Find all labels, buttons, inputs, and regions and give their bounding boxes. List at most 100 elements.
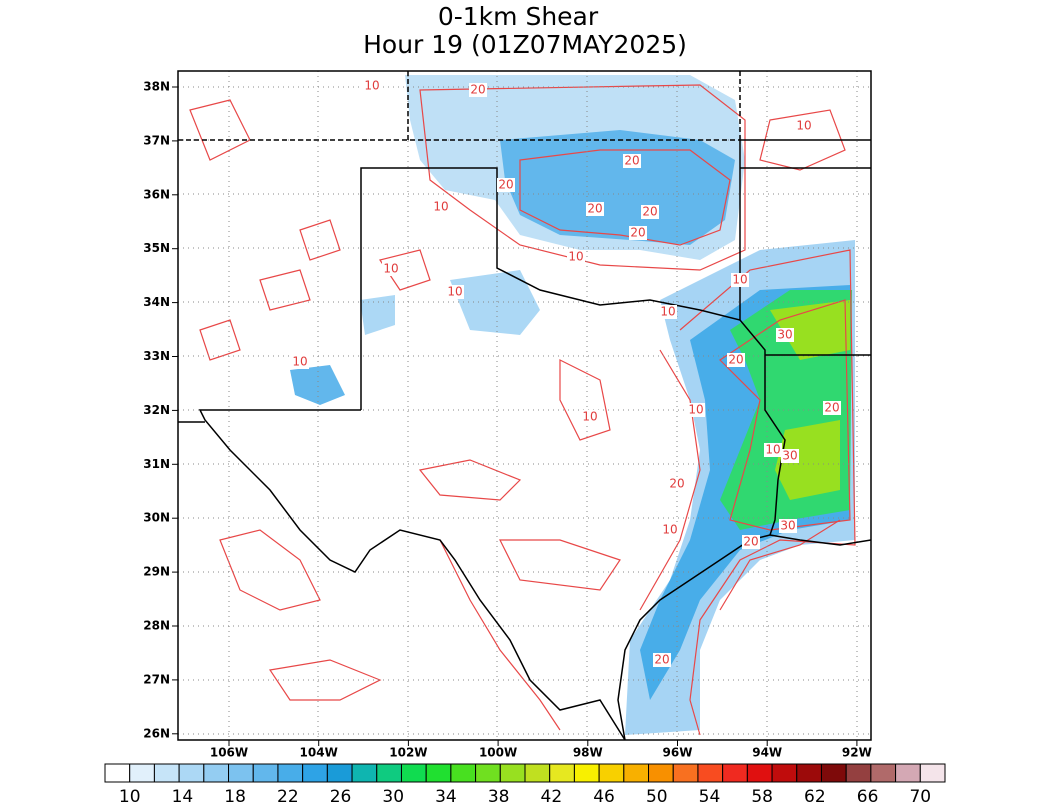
lat-label: 34N [143,295,170,309]
contour-label: 20 [587,202,602,216]
shear-shade [360,270,540,335]
contour-label-bg [641,205,659,219]
contour-label: 10 [688,403,703,417]
colorbar-swatch [895,763,921,783]
colorbar-swatch [203,763,230,783]
contour-label: 10 [292,355,307,369]
lat-label: 26N [143,726,170,740]
contour-label: 20 [498,178,513,192]
colorbar-swatch [153,763,180,783]
colorbar-swatch [870,763,897,783]
colorbar-label: 50 [646,787,668,807]
contour-label: 10 [662,523,677,537]
contour-label-bg [823,401,841,415]
contour-label-bg [581,410,599,424]
boundaries [178,71,871,740]
lat-label: 30N [143,511,170,525]
contour-label-bg [363,79,381,93]
contour-label: 10 [364,79,379,93]
contour-label: 10 [447,285,462,299]
colorbar-swatch [771,763,798,783]
contour-label: 10 [660,305,675,319]
contour-label-bg [687,403,705,417]
colorbar-label: 26 [330,787,352,807]
lon-label: 102W [389,746,427,760]
colorbar-swatch [178,763,205,783]
colorbar-swatch [722,763,748,783]
title-line: Hour 19 (01Z07MAY2025) [363,30,687,59]
contour-label: 20 [824,401,839,415]
contour-label: 20 [728,353,743,367]
contour-label: 20 [642,205,657,219]
colorbar-label: 46 [593,787,615,807]
contour-label-bg [382,262,400,276]
contour-label-bg [659,305,677,319]
contour-label: 10 [582,410,597,424]
contour-label: 30 [782,449,797,463]
colorbar-swatch [277,763,304,783]
lat-label: 35N [143,241,170,255]
colorbar-swatch [228,763,254,783]
contour-label-bg [781,449,799,463]
colorbar-label: 38 [488,787,510,807]
labels: 38N 37N 36N 35N 34N 33N 32N 31N 30N 29N 28N 27N 26N 1… [104,79,946,807]
contour-label-bg [469,83,487,97]
contour-label-bg [776,328,794,342]
lat-label: 38N [143,80,170,94]
colorbar-swatch [796,763,822,783]
contour-label-bg [661,523,679,537]
colorbar-label: 42 [541,787,563,807]
shear-shade [500,130,735,245]
contour-label-bg [727,353,745,367]
map-frame [177,70,872,741]
contour-label-bg [668,477,686,491]
colorbar-swatch [475,763,501,783]
contour-label-bg [742,535,760,549]
contour-label: 10 [568,250,583,264]
colorbar-label: 22 [277,787,299,807]
colorbar-swatch [573,763,600,783]
lat-label: 31N [143,457,170,471]
contour-label: 30 [777,328,792,342]
colorbar-label: 54 [699,787,721,807]
lon-label: 104W [300,746,338,760]
contour-label: 10 [433,200,448,214]
contour-label-bg [764,443,782,457]
colorbar-swatch [746,763,773,783]
lon-label: 94W [752,746,782,760]
lon-label: 96W [663,746,693,760]
contour-label-bg [446,285,464,299]
colorbar-label: 30 [382,787,404,807]
lon-label: 98W [573,746,603,760]
contour-label: 10 [383,262,398,276]
lon-label: 106W [210,746,248,760]
contour-label-bg [629,226,647,240]
colorbar-label: 66 [857,787,879,807]
colorbar-swatch [302,763,328,783]
contour-label: 20 [654,653,669,667]
lon-label: 92W [842,746,872,760]
contour-label: 10 [732,273,747,287]
colorbar-swatch [524,763,551,783]
contour-label: 20 [624,154,639,168]
colorbar-swatch [499,763,526,783]
colorbar-swatch [104,763,131,783]
contour-label: 20 [743,535,758,549]
colorbar-swatch [919,763,946,783]
contour-label: 20 [470,83,485,97]
contour-label: 10 [765,443,780,457]
colorbar-swatch [697,763,724,783]
contour-label: 20 [669,477,684,491]
lon-label: 100W [479,746,517,760]
colorbar-swatch [450,763,477,783]
colorbar-swatch [400,763,427,783]
colorbar-label: 58 [751,787,773,807]
map-area [178,71,871,740]
lat-label: 36N [143,187,170,201]
colorbar-swatch [648,763,674,783]
lat-label: 29N [143,565,170,579]
colorbar-label: 18 [224,787,246,807]
contour-label: 20 [630,226,645,240]
lat-label: 32N [143,403,170,417]
